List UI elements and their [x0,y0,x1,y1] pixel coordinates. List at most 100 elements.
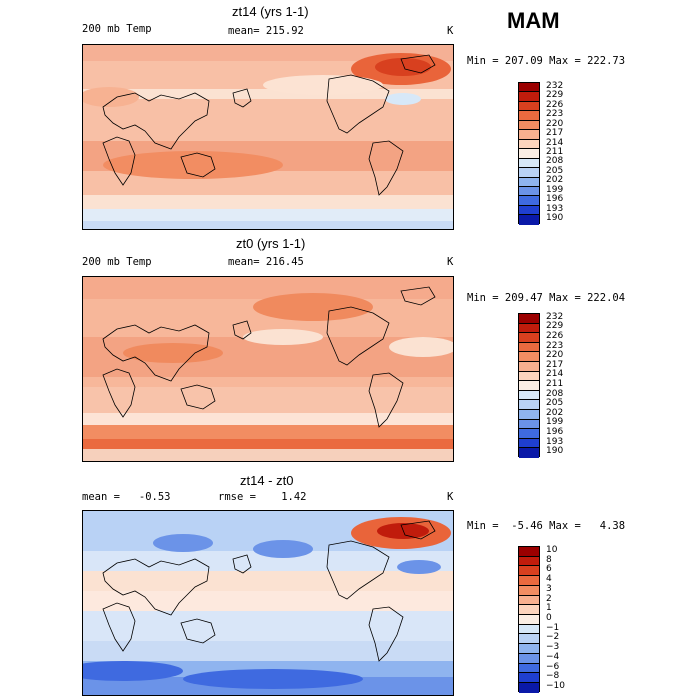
colorbar-swatch [519,314,539,324]
colorbar-swatch [519,381,539,391]
colorbar-swatch [519,92,539,102]
colorbar-tick-label: 226 [546,331,564,341]
colorbar-tick-label: −8 [546,671,560,682]
colorbar-tick-label: 229 [546,321,564,332]
colorbar-tick-label: 217 [546,128,564,139]
colorbar-tick-label: 190 [546,213,564,224]
colorbar-swatch [519,333,539,343]
coastline [180,152,216,178]
coastline [180,618,216,644]
colorbar-tick-label: 205 [546,398,564,409]
colorbar-swatch [519,323,539,334]
coastline [232,554,252,574]
coastline [102,136,136,186]
contour-band [83,413,453,425]
colorbar-tick-label: 223 [546,340,564,351]
season-label: MAM [507,8,560,33]
colorbar-tick-label: 202 [546,175,564,186]
panel3-minmax: Min = -5.46 Max = 4.38 [467,520,626,532]
panel1-variable: 200 mb Temp [82,23,152,35]
colorbar-tick-label: 220 [546,118,564,129]
coastline [400,520,436,540]
colorbar-swatch [519,186,539,197]
colorbar-swatch [519,448,539,458]
panel3-rmse: rmse = 1.42 [218,491,307,503]
panel2-map [82,276,454,462]
colorbar-tick-label: −6 [546,661,560,672]
panel2-variable: 200 mb Temp [82,256,152,268]
contour-region [389,337,453,357]
contour-band [83,89,453,99]
contour-region [385,93,421,105]
colorbar-swatch [519,624,539,635]
colorbar-tick-label: 208 [546,156,564,167]
coastline [368,606,404,662]
coastline [102,92,210,150]
colorbar-swatch [519,605,539,616]
colorbar-tick-label: 190 [546,446,564,457]
panel1-unit: K [447,25,454,37]
colorbar-tick-label: 193 [546,436,564,447]
colorbar-swatch [519,111,539,121]
colorbar-swatch [519,683,539,693]
colorbar-tick-label: 214 [546,137,564,148]
panel2-minmax: Min = 209.47 Max = 222.04 [467,292,626,304]
colorbar-swatch [519,419,539,430]
contour-region [243,329,323,345]
colorbar-tick-label: 10 [546,544,558,555]
colorbar-swatch [519,361,539,372]
colorbar-swatch [519,158,539,169]
panel3-mean: mean = -0.53 [82,491,171,503]
colorbar-swatch [519,196,539,206]
colorbar-tick-label: 211 [546,147,564,157]
coastline [400,54,436,74]
panel1-map [82,44,454,230]
colorbar-swatch [519,438,539,449]
contour-region [83,661,183,681]
colorbar-swatch [519,547,539,557]
colorbar-swatch [519,139,539,150]
colorbar-tick-label: 196 [546,427,564,437]
panel3-colorbar [518,546,540,693]
coastline [232,88,252,108]
colorbar-tick-label: 4 [546,574,552,585]
colorbar-swatch [519,390,539,401]
colorbar-swatch [519,342,539,353]
colorbar-tick-label: 214 [546,369,564,380]
colorbar-tick-label: 2 [546,593,552,604]
panel3-unit: K [447,491,454,503]
colorbar-swatch [519,177,539,187]
coastline [368,372,404,428]
contour-band [83,641,453,661]
colorbar-swatch [519,205,539,216]
contour-region [153,534,213,552]
panel2-unit: K [447,256,454,268]
contour-region [83,87,139,107]
colorbar-tick-label: 232 [546,311,564,322]
colorbar-tick-label: 3 [546,583,552,594]
colorbar-tick-label: −4 [546,651,560,662]
contour-band [83,209,453,221]
contour-band [83,221,453,229]
contour-band [83,277,453,299]
panel2-mean: mean= 216.45 [228,256,304,268]
colorbar-tick-label: 208 [546,388,564,399]
colorbar-tick-label: −3 [546,642,560,653]
coastline [368,140,404,196]
colorbar-swatch [519,371,539,382]
colorbar-tick-label: 220 [546,350,564,361]
coastline [326,306,390,366]
colorbar-swatch [519,429,539,439]
colorbar-tick-label: 226 [546,99,564,110]
panel2-title: zt0 (yrs 1-1) [236,236,306,251]
coastline [102,602,136,652]
contour-band [83,591,453,611]
contour-band [83,449,453,461]
panel2-colorbar [518,313,540,458]
colorbar-swatch [519,566,539,577]
colorbar-tick-label: 6 [546,564,552,575]
colorbar-tick-label: 199 [546,184,564,195]
colorbar-tick-label: 0 [546,613,552,623]
colorbar-tick-label: 193 [546,203,564,214]
colorbar-swatch [519,400,539,410]
